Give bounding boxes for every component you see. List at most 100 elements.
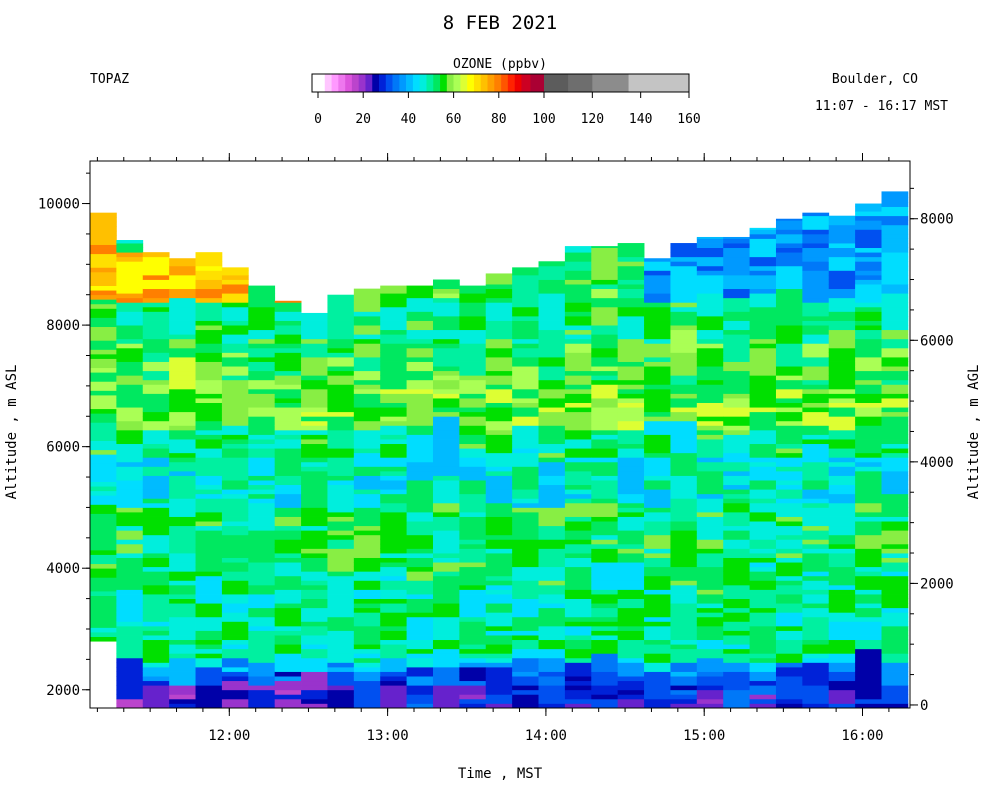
ozone-cell (881, 370, 909, 376)
ozone-cell (696, 361, 724, 367)
ozone-cell (274, 521, 302, 527)
ozone-cell (881, 598, 909, 604)
ozone-cell (142, 429, 170, 435)
ozone-cell (617, 685, 645, 691)
ozone-cell (432, 703, 460, 708)
ozone-cell (749, 516, 777, 522)
ozone-cell (696, 548, 724, 554)
ozone-cell (274, 580, 302, 586)
ozone-cell (142, 589, 170, 595)
ozone-cell (142, 648, 170, 654)
ozone-cell (90, 508, 117, 514)
ozone-cell (828, 407, 856, 413)
ozone-cell (775, 416, 803, 422)
ozone-cell (274, 370, 302, 376)
ozone-cell (485, 553, 513, 558)
ozone-cell (564, 525, 592, 531)
ozone-cell (432, 480, 460, 486)
ozone-cell (406, 534, 434, 540)
y-axis-label-right: Altitude , m AGL (966, 365, 982, 500)
ozone-cell (644, 676, 671, 682)
ozone-cell (90, 504, 117, 510)
ozone-cell (432, 338, 460, 344)
ozone-cell (195, 489, 223, 495)
ozone-cell (775, 293, 803, 299)
ozone-cell (512, 357, 539, 362)
ozone-cell (327, 694, 355, 700)
ozone-cell (90, 527, 117, 533)
ozone-cell (644, 352, 671, 358)
ozone-cell (564, 379, 592, 385)
ozone-cell (670, 466, 698, 472)
ozone-cell (644, 347, 671, 353)
ozone-cell (248, 598, 276, 604)
ozone-cell (90, 463, 117, 469)
ozone-cell (775, 553, 803, 558)
ozone-cell (591, 293, 619, 299)
ozone-cell (775, 466, 803, 472)
ozone-cell (459, 607, 487, 613)
ozone-cell (195, 653, 223, 659)
ozone-cell (564, 475, 592, 481)
ozone-cell (142, 370, 170, 376)
ozone-cell (353, 475, 381, 481)
ozone-cell (90, 363, 117, 369)
ozone-cell (195, 311, 223, 317)
ozone-cell (353, 347, 381, 353)
ozone-cell (749, 461, 777, 467)
ozone-cell (749, 521, 777, 527)
ozone-cell (538, 562, 566, 568)
ozone-cell (617, 616, 645, 622)
ozone-cell (221, 284, 249, 290)
ozone-cell (775, 452, 803, 458)
ozone-cell (828, 325, 856, 331)
ozone-cell (485, 676, 513, 682)
ozone-cell (802, 429, 830, 435)
ozone-cell (775, 366, 803, 372)
ozone-cell (512, 685, 539, 691)
ozone-cell (432, 388, 460, 394)
ozone-cell (327, 543, 355, 549)
ozone-cell (353, 507, 381, 513)
ozone-cell (696, 388, 724, 394)
ozone-cell (459, 662, 487, 668)
ozone-cell (591, 662, 619, 668)
ozone-cell (301, 489, 328, 495)
ozone-cell (274, 398, 302, 403)
ozone-cell (512, 315, 539, 321)
ozone-cell (406, 589, 434, 595)
ozone-cell (301, 598, 328, 604)
ozone-cell (591, 338, 619, 344)
ozone-cell (564, 315, 592, 321)
ozone-cell (696, 575, 724, 581)
ozone-cell (802, 571, 830, 577)
colorbar-segment (324, 74, 332, 92)
ozone-cell (855, 429, 882, 435)
ozone-cell (327, 379, 355, 385)
ozone-cell (248, 343, 276, 349)
ozone-cell (881, 429, 909, 435)
ozone-cell (301, 498, 328, 504)
ozone-cell (802, 470, 830, 476)
ozone-cell (644, 334, 671, 340)
ozone-cell (538, 648, 566, 654)
ozone-cell (116, 261, 144, 267)
ozone-cell (696, 498, 724, 504)
ozone-cell (169, 521, 196, 527)
ozone-cell (644, 516, 671, 522)
ozone-cell (538, 630, 566, 636)
ozone-cell (432, 302, 460, 308)
ozone-cell (564, 557, 592, 563)
ozone-cell (248, 511, 276, 517)
ozone-cell (169, 635, 196, 641)
ozone-cell (353, 543, 381, 549)
ozone-cell (221, 334, 249, 340)
ozone-cell (828, 498, 856, 504)
ozone-cell (881, 375, 909, 381)
ozone-cell (749, 589, 777, 595)
ozone-cell (749, 612, 777, 618)
ozone-cell (221, 439, 249, 445)
ozone-cell (353, 685, 381, 691)
ozone-cell (828, 429, 856, 435)
colorbar-frame (311, 73, 690, 93)
